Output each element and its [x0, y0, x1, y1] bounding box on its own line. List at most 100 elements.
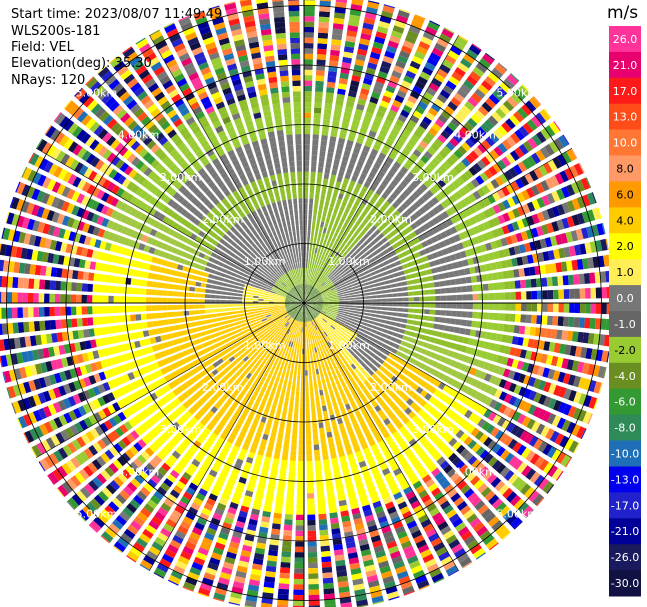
ray-gate [408, 25, 421, 35]
ray-gate [233, 318, 240, 322]
ray-gate [336, 266, 342, 272]
ray-gate [338, 261, 344, 267]
ray-gate [325, 348, 330, 355]
ray-gate [351, 251, 358, 258]
ray-gate [95, 361, 103, 371]
ray-gate [205, 401, 213, 409]
ray-gate [113, 414, 122, 425]
ray-gate [509, 114, 520, 126]
ray-gate [525, 509, 534, 519]
ray-gate [332, 243, 337, 249]
ray-gate [321, 319, 327, 324]
ray-gate [351, 175, 358, 182]
ray-gate [427, 200, 435, 208]
ray-gate [371, 91, 381, 100]
ray-gate [407, 337, 414, 343]
ray-gate [437, 179, 446, 188]
ray-gate [392, 307, 398, 312]
ray-gate [307, 509, 316, 515]
ray-gate [305, 396, 310, 403]
ray-gate [483, 312, 489, 320]
ray-gate [375, 550, 386, 559]
ray-gate [323, 285, 329, 290]
ray-gate [321, 216, 326, 223]
ray-gate [434, 288, 441, 295]
ray-gate [333, 337, 339, 343]
ray-gate [385, 435, 394, 444]
ray-gate [508, 473, 519, 485]
ray-gate [445, 287, 452, 294]
ray-gate [379, 373, 386, 380]
ray-gate [428, 532, 440, 543]
ray-gate [422, 342, 430, 349]
ray-gate [322, 338, 327, 344]
ray-gate [286, 368, 290, 374]
ray-gate [167, 439, 177, 449]
ray-gate [102, 382, 111, 392]
ray-gate [397, 253, 404, 259]
ray-gate [484, 373, 492, 382]
ray-gate [473, 521, 485, 533]
ray-gate [47, 474, 55, 485]
ray-gate [277, 432, 284, 439]
ray-gate [273, 512, 282, 519]
ray-gate [502, 509, 515, 521]
ray-gate [339, 72, 349, 80]
ray-gate [381, 237, 388, 244]
ray-gate [361, 82, 371, 91]
ray-gate [431, 123, 442, 133]
ray-gate [146, 346, 154, 354]
ray-gate [395, 472, 405, 481]
ray-gate [328, 298, 334, 301]
ray-gate [422, 66, 434, 76]
ray-gate [314, 290, 319, 295]
ray-gate [256, 320, 263, 324]
ray-gate [466, 285, 473, 292]
ray-gate [333, 17, 345, 25]
ray-gate [438, 149, 448, 159]
ray-gate [583, 378, 592, 391]
ray-gate [317, 298, 323, 300]
ray-gate [403, 297, 409, 302]
ray-gate [587, 333, 595, 345]
ray-gate [206, 436, 215, 445]
ray-gate [423, 213, 431, 221]
ray-gate [395, 60, 406, 69]
ray-gate [336, 288, 343, 292]
ray-gate [317, 248, 321, 255]
ray-gate [334, 104, 343, 111]
ray-gate [369, 240, 377, 247]
ray-gate [378, 152, 387, 160]
ray-gate [199, 370, 207, 378]
ray-gate [311, 412, 317, 419]
ray-gate [357, 320, 363, 325]
ray-gate [160, 482, 171, 492]
ray-gate [350, 341, 357, 348]
ray-gate [474, 403, 483, 413]
ray-gate [468, 193, 477, 203]
ray-gate [196, 422, 205, 431]
ray-gate [470, 113, 482, 124]
ray-gate [332, 120, 340, 127]
ray-gate [285, 305, 291, 307]
ray-gate [328, 304, 334, 306]
ray-gate [344, 207, 351, 214]
ray-gate [307, 503, 315, 510]
ray-gate [273, 352, 279, 359]
ray-gate [358, 538, 369, 546]
ray-gate [469, 400, 479, 410]
ray-gate [321, 561, 332, 568]
ray-gate [331, 369, 336, 376]
ray-gate [403, 308, 409, 313]
ray-gate [350, 401, 357, 408]
ray-gate [509, 313, 516, 322]
ray-gate [440, 430, 450, 440]
ray-gate [458, 35, 469, 42]
ray-gate [330, 44, 341, 51]
ray-gate [515, 427, 525, 439]
ray-gate [363, 181, 371, 189]
ray-gate [304, 198, 308, 204]
ray-gate [338, 423, 345, 430]
ray-gate [466, 471, 477, 482]
ray-gate [338, 586, 350, 593]
